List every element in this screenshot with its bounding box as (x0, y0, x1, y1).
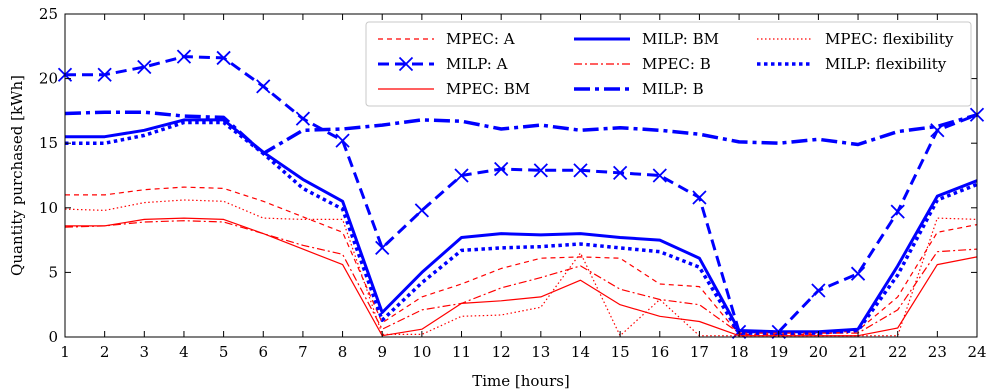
series-marker-1 (414, 203, 430, 218)
x-tick-label: 16 (650, 343, 669, 361)
legend-item: MPEC: B (574, 55, 711, 73)
x-tick-label: 17 (690, 343, 709, 361)
legend-item: MPEC: BM (378, 80, 530, 98)
x-tick-label: 11 (452, 343, 471, 361)
x-tick-label: 3 (140, 343, 150, 361)
legend-box (365, 21, 972, 107)
plot-frame (64, 13, 978, 338)
x-tick-label: 6 (258, 343, 268, 361)
series-marker-1 (97, 67, 112, 82)
series-marker-1 (256, 79, 271, 94)
series-line-1 (65, 55, 978, 334)
y-tick-label: 20 (39, 70, 58, 88)
y-tick-label: 0 (48, 328, 58, 346)
x-tick-label: 8 (338, 343, 348, 361)
x-tick-label: 5 (219, 343, 229, 361)
y-tick-label: 10 (39, 199, 58, 217)
legend-label: MILP: flexibility (825, 55, 947, 73)
legend-item: MPEC: A (378, 30, 515, 48)
legend: MPEC: A MILP: A MPEC: BM MILP: BM MPEC: B MIL… (365, 21, 972, 107)
legend-item: MILP: BM (574, 30, 719, 48)
x-tick-label: 24 (967, 343, 986, 361)
x-tick-label: 2 (100, 343, 110, 361)
legend-label: MILP: A (446, 55, 508, 73)
legend-label: MPEC: A (446, 30, 515, 48)
series-marker-1 (454, 168, 469, 183)
plot-area (57, 49, 985, 339)
x-tick-label: 15 (611, 343, 630, 361)
series-line-5 (64, 110, 978, 156)
y-tick-label: 5 (48, 263, 58, 281)
series-marker-1 (137, 59, 152, 75)
series-marker-1 (375, 240, 390, 255)
x-tick-label: 13 (531, 343, 550, 361)
series-line-6 (64, 199, 978, 337)
legend-label: MILP: BM (642, 30, 719, 48)
series-marker-1 (533, 163, 548, 178)
x-tick-label: 7 (298, 343, 308, 361)
series-marker-1 (692, 190, 707, 205)
legend-item: MPEC: flexibility (757, 30, 954, 48)
series-line-2 (65, 217, 978, 337)
series-marker-1 (335, 133, 350, 148)
series-marker-1 (176, 49, 192, 64)
x-tick-label: 14 (571, 343, 590, 361)
legend-label: MPEC: B (642, 55, 711, 73)
x-tick-label: 4 (179, 343, 189, 361)
x-tick-label: 1 (60, 343, 70, 361)
series-marker-1 (652, 168, 667, 183)
legend-item: MILP: B (574, 80, 704, 98)
x-tick-label: 18 (730, 343, 749, 361)
x-tick-label: 21 (848, 343, 867, 361)
x-tick-label: 9 (377, 343, 387, 361)
legend-label: MPEC: BM (446, 80, 530, 98)
x-tick-label: 10 (412, 343, 431, 361)
series-marker-1 (612, 165, 628, 181)
series-line-0 (65, 186, 978, 335)
series-marker-1 (890, 204, 905, 219)
legend-label: MILP: B (642, 80, 704, 98)
series-marker-1 (811, 283, 826, 298)
y-tick-label: 15 (39, 134, 58, 152)
x-tick-label: 19 (769, 343, 788, 361)
series-line-7 (65, 120, 978, 335)
x-tick-label: 20 (809, 343, 828, 361)
legend-item: MILP: flexibility (757, 55, 947, 73)
y-tick-label: 25 (39, 5, 58, 23)
series-marker-1 (573, 163, 588, 178)
x-tick-label: 22 (888, 343, 907, 361)
series-marker-1 (850, 266, 866, 281)
x-axis-label: Time [hours] (472, 372, 570, 390)
series-marker-1 (494, 161, 509, 177)
legend-label: MPEC: flexibility (825, 30, 954, 48)
axis-ticks: 1 2 3 4 5 6 7 8 9 10 11 12 13 14 15 16 17 18 19 20 21 22 23 240… (39, 5, 987, 361)
series-line-4 (64, 220, 978, 334)
legend-item: MILP: A (378, 55, 508, 73)
x-tick-label: 12 (492, 343, 511, 361)
series-line-3 (65, 118, 978, 334)
series-marker-1 (295, 111, 311, 126)
x-tick-label: 23 (928, 343, 947, 361)
series-marker-1 (216, 50, 231, 66)
y-axis-label: Quantity purchased [kWh] (8, 75, 26, 276)
